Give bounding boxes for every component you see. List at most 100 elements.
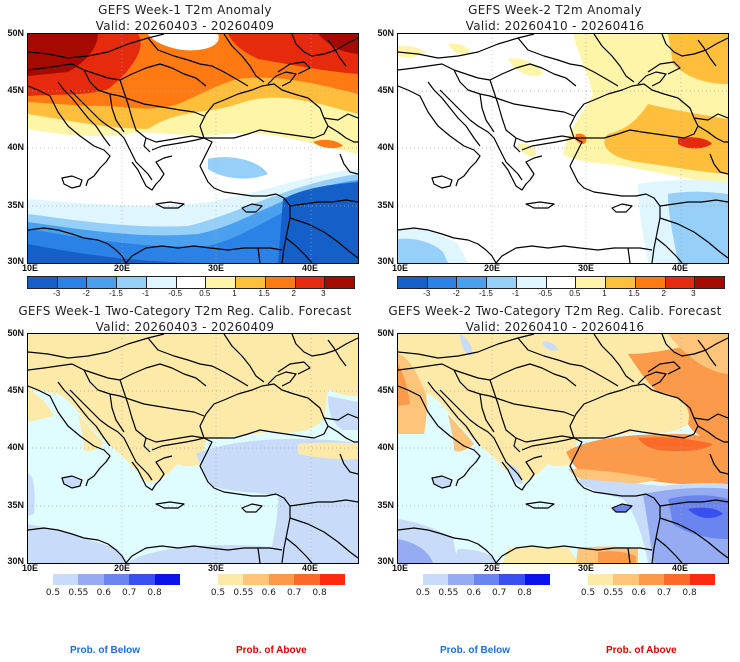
colorbar-tick-label: 0.6 bbox=[96, 588, 111, 598]
colorbar-swatch bbox=[146, 277, 177, 288]
prob-above-label: Prob. of Above bbox=[606, 645, 677, 656]
colorbar-swatch bbox=[87, 277, 118, 288]
colorbar-swatch bbox=[268, 574, 295, 585]
colorbar-swatch bbox=[28, 277, 58, 288]
colorbar-tick-label: 1 bbox=[232, 289, 237, 298]
panel-week2-anomaly: GEFS Week-2 T2m Anomaly Valid: 20260410 … bbox=[370, 0, 740, 298]
lon-label: 10E bbox=[22, 263, 39, 273]
colorbar-tick-label: 0.7 bbox=[122, 588, 137, 598]
colorbar-swatch bbox=[689, 574, 716, 585]
lat-label: 50N bbox=[377, 328, 394, 338]
colorbar-tick-label: -2 bbox=[82, 289, 90, 298]
lat-label: 35N bbox=[7, 500, 24, 510]
lat-label: 30N bbox=[377, 256, 394, 266]
colorbar-tick-label: -0.5 bbox=[168, 289, 183, 298]
lat-label: 50N bbox=[377, 28, 394, 38]
colorbar-tick-label: 2 bbox=[291, 289, 296, 298]
colorbar-swatch bbox=[487, 277, 517, 288]
panel-valid-date: Valid: 20260410 - 20260416 bbox=[465, 320, 645, 334]
colorbar-tick-label: -1 bbox=[141, 289, 150, 298]
lon-label: 20E bbox=[114, 563, 131, 573]
colorbar-swatch bbox=[576, 277, 607, 288]
colorbar-swatch bbox=[546, 277, 577, 288]
panel-valid-date: Valid: 20260410 - 20260416 bbox=[465, 19, 645, 33]
colorbar-swatch bbox=[265, 277, 296, 288]
colorbar-tick-label: 0.5 bbox=[210, 588, 226, 598]
colorbar-tick-label: 0.8 bbox=[517, 588, 532, 598]
colorbar-tick-label: 0.6 bbox=[466, 588, 481, 598]
colorbar-swatch bbox=[516, 277, 547, 288]
colorbar-tick-label: 0.5 bbox=[580, 588, 596, 598]
colorbar-swatch bbox=[398, 277, 428, 288]
prob-above-label: Prob. of Above bbox=[236, 645, 307, 656]
panel-valid-date: Valid: 20260403 - 20260409 bbox=[95, 19, 275, 33]
colorbar-swatch bbox=[524, 574, 551, 585]
colorbar-tick-label: 3 bbox=[691, 289, 696, 298]
lon-label: 10E bbox=[392, 263, 409, 273]
lon-label: 20E bbox=[484, 563, 501, 573]
lon-label: 40E bbox=[302, 263, 319, 273]
colorbar-tick-label: 0.6 bbox=[631, 588, 646, 598]
colorbar-tick-label: 0.8 bbox=[147, 588, 162, 598]
colorbar-swatch bbox=[176, 277, 207, 288]
lon-label: 10E bbox=[392, 563, 409, 573]
colorbar-swatch bbox=[103, 574, 130, 585]
prob-below-colorbar-labels: 0.5 0.55 0.6 0.7 0.8 bbox=[46, 588, 180, 600]
map-week1-probability bbox=[27, 333, 359, 564]
colorbar-tick-label: 0.8 bbox=[312, 588, 327, 598]
colorbar-swatch bbox=[53, 574, 79, 585]
colorbar-tick-label: 0.7 bbox=[492, 588, 507, 598]
colorbar-tick-label: 1 bbox=[602, 289, 607, 298]
colorbar-swatch bbox=[218, 574, 244, 585]
lat-label: 50N bbox=[7, 328, 24, 338]
lon-label: 10E bbox=[22, 563, 39, 573]
lat-label: 30N bbox=[7, 556, 24, 566]
lon-label: 40E bbox=[672, 263, 689, 273]
lon-label: 40E bbox=[672, 563, 689, 573]
prob-above-colorbar bbox=[588, 574, 716, 585]
anomaly-colorbar-labels: -3 -2 -1.5 -1 -0.5 0.5 1 1.5 2 3 bbox=[27, 289, 353, 299]
colorbar-tick-label: 1.5 bbox=[628, 289, 640, 298]
prob-above-colorbar-labels: 0.5 0.55 0.6 0.7 0.8 bbox=[581, 588, 715, 600]
colorbar-tick-label: 3 bbox=[321, 289, 326, 298]
anomaly-colorbar bbox=[397, 276, 725, 289]
colorbar-swatch bbox=[325, 277, 355, 288]
panel-title: GEFS Week-1 T2m Anomaly bbox=[98, 3, 272, 17]
colorbar-swatch bbox=[154, 574, 181, 585]
colorbar-tick-label: 0.55 bbox=[233, 588, 254, 598]
colorbar-tick-label: 0.5 bbox=[415, 588, 431, 598]
prob-below-colorbar bbox=[423, 574, 551, 585]
map-week2-probability bbox=[397, 333, 729, 564]
colorbar-swatch bbox=[236, 277, 266, 288]
lat-label: 50N bbox=[7, 28, 24, 38]
lat-label: 40N bbox=[7, 442, 24, 452]
lat-label: 35N bbox=[377, 200, 394, 210]
anomaly-colorbar-labels: -3 -2 -1.5 -1 -0.5 0.5 1 1.5 2 3 bbox=[397, 289, 723, 299]
colorbar-swatch bbox=[635, 277, 666, 288]
lon-label: 30E bbox=[208, 263, 225, 273]
colorbar-swatch bbox=[319, 574, 346, 585]
colorbar-swatch bbox=[613, 574, 639, 585]
prob-below-colorbar-labels: 0.5 0.55 0.6 0.7 0.8 bbox=[416, 588, 550, 600]
colorbar-tick-label: 0.5 bbox=[199, 289, 211, 298]
lon-label: 40E bbox=[302, 563, 319, 573]
colorbar-tick-label: -2 bbox=[452, 289, 460, 298]
colorbar-tick-label: 2 bbox=[661, 289, 666, 298]
colorbar-tick-label: 1.5 bbox=[258, 289, 270, 298]
lon-label: 20E bbox=[484, 263, 501, 273]
colorbar-tick-label: 0.5 bbox=[45, 588, 61, 598]
lat-label: 30N bbox=[377, 556, 394, 566]
lat-label: 40N bbox=[377, 142, 394, 152]
panel-valid-date: Valid: 20260403 - 20260409 bbox=[95, 320, 275, 334]
colorbar-tick-label: -1 bbox=[511, 289, 520, 298]
prob-above-colorbar-labels: 0.5 0.55 0.6 0.7 0.8 bbox=[211, 588, 345, 600]
panel-week2-probability: GEFS Week-2 Two-Category T2m Reg. Calib.… bbox=[370, 300, 740, 600]
colorbar-tick-label: -1.5 bbox=[479, 289, 493, 298]
lon-label: 30E bbox=[578, 263, 595, 273]
colorbar-swatch bbox=[665, 277, 696, 288]
prob-below-colorbar bbox=[53, 574, 181, 585]
colorbar-tick-label: 0.6 bbox=[261, 588, 276, 598]
colorbar-swatch bbox=[499, 574, 525, 585]
colorbar-swatch bbox=[473, 574, 500, 585]
colorbar-tick-label: 0.8 bbox=[682, 588, 697, 598]
